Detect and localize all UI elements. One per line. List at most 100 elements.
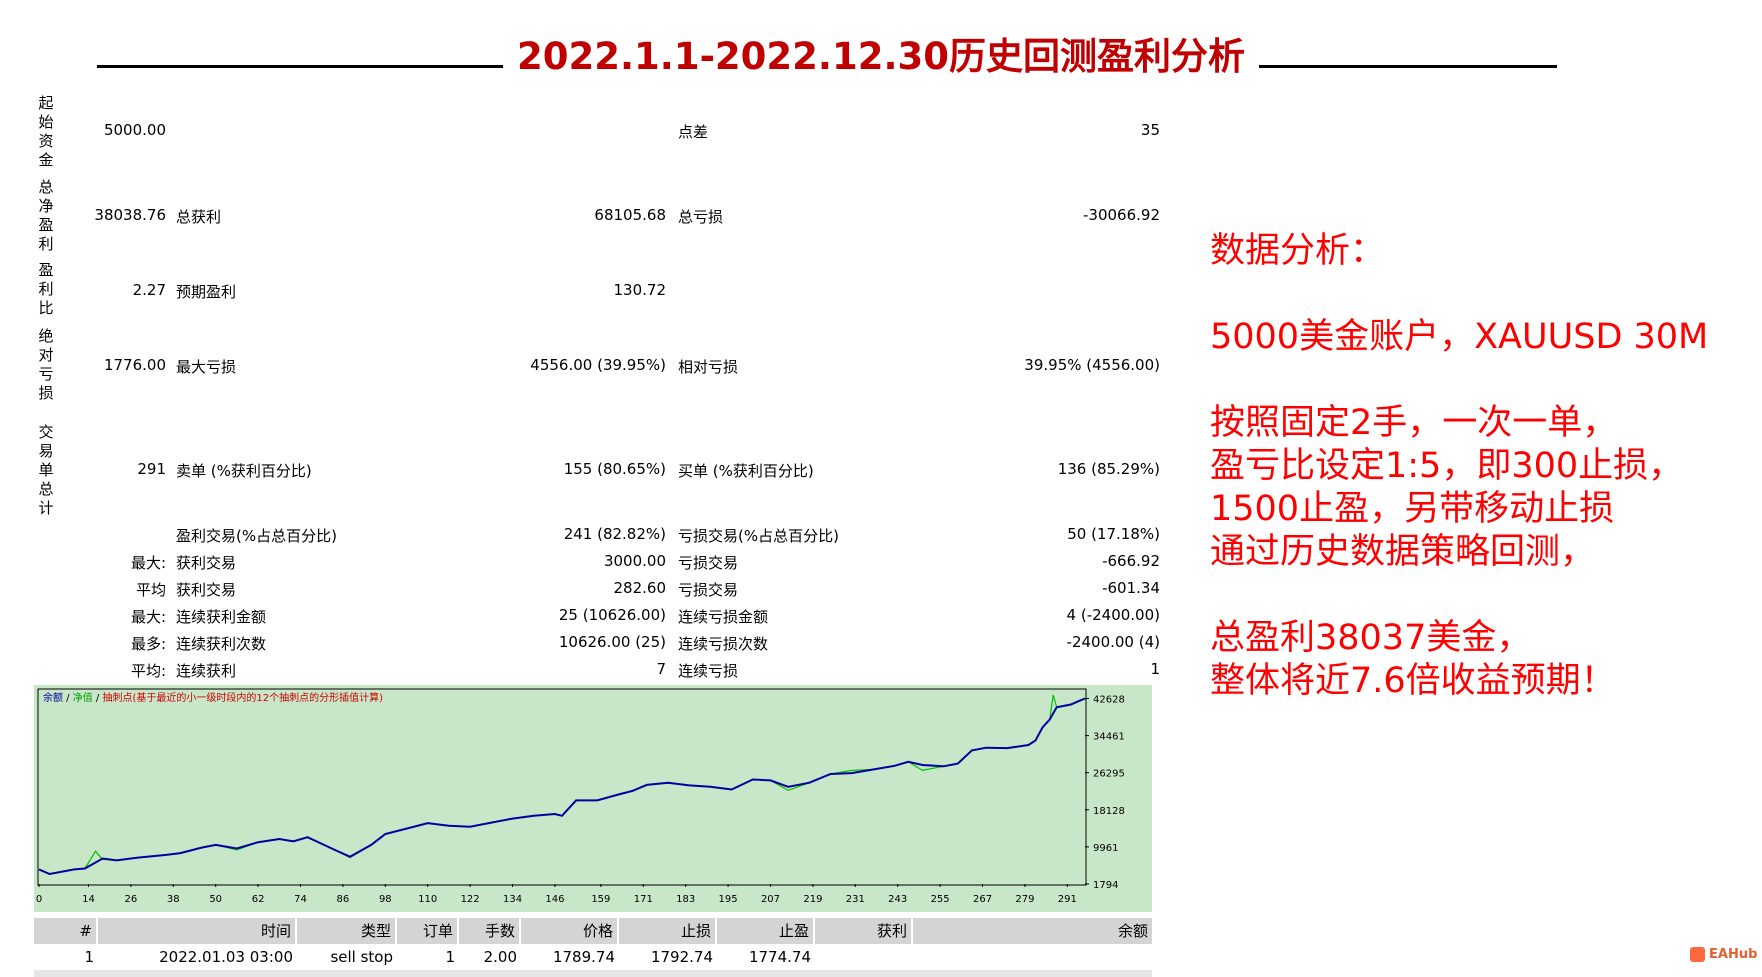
stat-prefix: 最大: bbox=[130, 554, 166, 572]
stat-value-1: 241 (82.82%) bbox=[563, 525, 666, 543]
col-time: 时间 bbox=[98, 918, 297, 944]
x-tick-label: 98 bbox=[379, 894, 392, 905]
expected-payoff-value: 130.72 bbox=[613, 281, 667, 299]
stat-value-1: 282.60 bbox=[613, 579, 667, 597]
short-positions-label: 卖单 (%获利百分比) bbox=[176, 462, 312, 480]
stat-label-1: 连续获利金额 bbox=[176, 608, 267, 626]
legend-note: 抽刺点(基于最近的小一级时段内的12个抽刺点的分形插值计算) bbox=[102, 691, 383, 704]
analysis-line: 通过历史数据策略回测， bbox=[1210, 532, 1596, 572]
legend-separator: / bbox=[63, 693, 73, 704]
spread-value: 35 bbox=[1140, 121, 1160, 139]
cell-price: 1789.74 bbox=[552, 948, 615, 966]
y-tick-label: 18128 bbox=[1093, 806, 1125, 817]
stat-value-1: 25 (10626.00) bbox=[558, 606, 666, 624]
x-tick-label: 26 bbox=[125, 894, 138, 905]
x-tick-label: 279 bbox=[1015, 894, 1034, 905]
analysis-account: 5000美金账户，XAUUSD 30M bbox=[1210, 317, 1709, 357]
gross-profit-value: 68105.68 bbox=[594, 206, 666, 224]
max-drawdown-label: 最大亏损 bbox=[176, 358, 237, 376]
stat-value-2: 4 (-2400.00) bbox=[1066, 606, 1160, 624]
x-tick-label: 146 bbox=[545, 894, 564, 905]
x-tick-label: 122 bbox=[461, 894, 480, 905]
stat-label-2: 连续亏损次数 bbox=[678, 635, 769, 653]
cell-time: 2022.01.03 03:00 bbox=[159, 948, 293, 966]
label-net-profit: 总净盈利 bbox=[38, 178, 54, 253]
orders-table-header: # 时间 类型 订单 手数 价格 止损 止盈 获利 余额 bbox=[34, 918, 1152, 944]
y-tick-label: 26295 bbox=[1093, 769, 1125, 780]
col-order: 订单 bbox=[397, 918, 459, 944]
col-balance: 余额 bbox=[1117, 922, 1148, 940]
x-tick-label: 0 bbox=[36, 894, 42, 905]
stat-label-2: 亏损交易 bbox=[678, 554, 739, 572]
cell-type: sell stop bbox=[330, 948, 393, 966]
x-tick-label: 50 bbox=[209, 894, 222, 905]
page-title: 2022.1.1-2022.12.30历史回测盈利分析 bbox=[0, 26, 1762, 80]
label-initial-deposit: 起始资金 bbox=[38, 94, 54, 169]
x-tick-label: 38 bbox=[167, 894, 180, 905]
y-tick-label: 9961 bbox=[1093, 843, 1118, 854]
y-tick-label: 34461 bbox=[1093, 732, 1125, 743]
cell-lots: 2.00 bbox=[483, 948, 517, 966]
stat-label-2: 亏损交易(%占总百分比) bbox=[678, 527, 839, 545]
balance-chart: 0 14 26 38 50 62 74 86 98 110 122 134 146 159 171 183 19… bbox=[34, 685, 1152, 912]
stat-value-1: 10626.00 (25) bbox=[558, 633, 666, 651]
col-price: 价格 bbox=[521, 918, 619, 944]
stat-label-1: 盈利交易(%占总百分比) bbox=[176, 527, 337, 545]
analysis-heading: 数据分析： bbox=[1210, 231, 1386, 271]
gross-loss-value: -30066.92 bbox=[1083, 206, 1160, 224]
x-tick-label: 159 bbox=[591, 894, 610, 905]
stat-label-2: 连续亏损金额 bbox=[678, 608, 769, 626]
x-tick-label: 231 bbox=[846, 894, 865, 905]
cell-take-profit: 1774.74 bbox=[748, 948, 811, 966]
x-tick-label: 267 bbox=[973, 894, 992, 905]
analysis-line: 1500止盈，另带移动止损 bbox=[1210, 489, 1615, 529]
x-tick-label: 219 bbox=[803, 894, 822, 905]
table-row: 1 2022.01.03 03:00 sell stop 1 2.00 1789… bbox=[34, 944, 1152, 970]
col-stop-loss: 止损 bbox=[619, 918, 717, 944]
analysis-panel: 数据分析： 5000美金账户，XAUUSD 30M 按照固定2手，一次一单， 盈… bbox=[1210, 230, 1750, 703]
stat-value-2: 50 (17.18%) bbox=[1067, 525, 1160, 543]
long-positions-value: 136 (85.29%) bbox=[1057, 460, 1160, 478]
stat-prefix: 最大: bbox=[130, 608, 166, 626]
x-tick-label: 195 bbox=[719, 894, 738, 905]
label-profit-factor: 盈利比 bbox=[38, 261, 54, 317]
watermark-text: EAHub bbox=[1709, 947, 1758, 962]
long-positions-label: 买单 (%获利百分比) bbox=[678, 462, 814, 480]
net-profit-value: 38038.76 bbox=[94, 206, 166, 224]
stat-label-1: 连续获利 bbox=[176, 662, 237, 680]
gross-profit-label: 总获利 bbox=[176, 208, 222, 226]
x-tick-label: 207 bbox=[761, 894, 780, 905]
stat-label-1: 获利交易 bbox=[176, 554, 237, 572]
cell-profit bbox=[815, 944, 913, 970]
label-total-trades: 交易单总计 bbox=[38, 423, 54, 517]
analysis-line: 整体将近7.6倍收益预期！ bbox=[1210, 661, 1616, 701]
plot-frame bbox=[37, 688, 1087, 886]
relative-drawdown-value: 39.95% (4556.00) bbox=[1024, 356, 1160, 374]
stat-label-2: 连续亏损 bbox=[678, 662, 739, 680]
x-tick-label: 86 bbox=[337, 894, 350, 905]
label-drawdown: 绝对亏损 bbox=[38, 327, 54, 402]
stat-prefix: 平均: bbox=[130, 662, 166, 680]
analysis-line: 总盈利38037美金， bbox=[1210, 618, 1532, 658]
cell-index: 1 bbox=[84, 948, 94, 966]
col-index: # bbox=[34, 918, 98, 944]
stat-prefix: 平均 bbox=[135, 581, 166, 599]
x-tick-label: 183 bbox=[676, 894, 695, 905]
profit-factor-value: 2.27 bbox=[132, 281, 166, 299]
watermark: EAHub bbox=[1690, 947, 1757, 962]
x-tick-label: 171 bbox=[634, 894, 653, 905]
gross-loss-label: 总亏损 bbox=[678, 208, 724, 226]
stat-label-1: 连续获利次数 bbox=[176, 635, 267, 653]
stat-value-1: 7 bbox=[656, 660, 666, 678]
legend-balance: 余额 bbox=[43, 691, 63, 704]
stat-value-2: -2400.00 (4) bbox=[1066, 633, 1160, 651]
x-tick-label: 62 bbox=[252, 894, 265, 905]
analysis-line: 按照固定2手，一次一单， bbox=[1210, 403, 1618, 443]
expected-payoff-label: 预期盈利 bbox=[176, 283, 237, 301]
stat-value-2: 1 bbox=[1150, 660, 1160, 678]
stat-prefix: 最多: bbox=[130, 635, 166, 653]
y-tick-label: 1794 bbox=[1093, 880, 1118, 891]
col-take-profit: 止盈 bbox=[717, 918, 815, 944]
table-row-partial bbox=[34, 970, 1152, 977]
y-tick-label: 42628 bbox=[1093, 695, 1125, 706]
